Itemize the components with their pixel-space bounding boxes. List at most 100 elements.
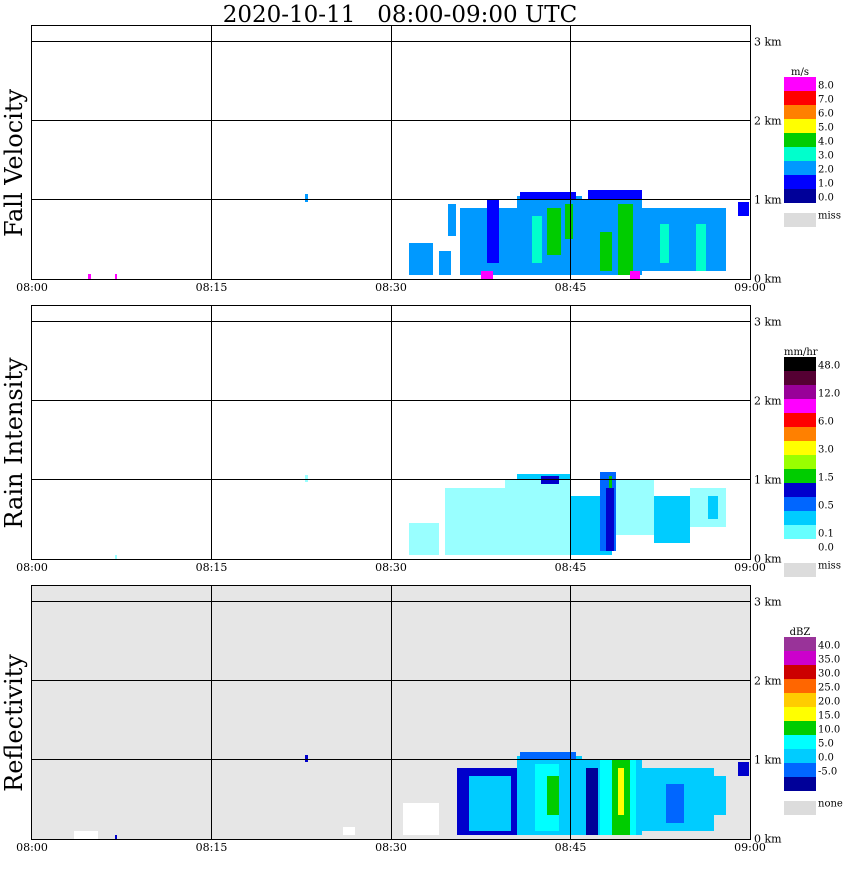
legend-label: 5.0	[818, 122, 834, 134]
x-tick-label: 08:45	[554, 281, 587, 294]
legend-swatch	[784, 637, 816, 651]
legend-unit: mm/hr	[784, 347, 818, 358]
y-tick-label: 0 km	[754, 272, 782, 286]
legend-label: 20.0	[818, 696, 841, 708]
data-cell	[582, 199, 643, 276]
legend-swatch	[784, 539, 816, 553]
x-tick-label: 08:30	[375, 841, 407, 854]
gridline-horizontal	[32, 41, 750, 43]
data-cell	[504, 479, 571, 556]
data-cell	[738, 201, 749, 216]
legend-label: 5.0	[818, 738, 834, 750]
data-cell	[408, 243, 433, 276]
gridline-horizontal	[32, 479, 750, 481]
y-tick-label: 2 km	[754, 674, 782, 688]
gridline-horizontal	[32, 321, 750, 323]
x-tick-label: 08:45	[554, 841, 587, 854]
x-tick-label: 08:30	[375, 281, 407, 294]
data-cell	[520, 192, 577, 200]
data-cell	[114, 274, 117, 279]
data-cell	[438, 251, 451, 276]
legend-label: 0.0	[818, 542, 834, 554]
gridline-vertical	[570, 306, 571, 559]
legend-label: 3.0	[818, 444, 834, 456]
legend-swatch	[784, 427, 816, 441]
plot-area	[31, 305, 751, 560]
legend-swatch	[784, 161, 816, 175]
gridline-horizontal	[32, 400, 750, 402]
legend-unit: dBZ	[789, 627, 811, 638]
legend-label: 0.0	[818, 752, 834, 764]
data-cell	[486, 199, 499, 264]
legend-swatch	[784, 665, 816, 679]
data-cell	[546, 775, 559, 816]
data-cell	[606, 487, 614, 552]
legend-label: 12.0	[818, 388, 841, 400]
y-tick-label: 2 km	[754, 114, 782, 128]
data-cell	[660, 223, 669, 264]
data-cell	[408, 523, 439, 556]
y-tick-label: 1 km	[754, 193, 782, 207]
plot-area	[31, 25, 751, 280]
x-tick-label: 08:15	[195, 281, 228, 294]
gridline-horizontal	[32, 759, 750, 761]
data-cell	[73, 831, 98, 839]
gridline-vertical	[570, 586, 571, 839]
chart-title: 2020-10-11 08:00-09:00 UTC	[222, 2, 578, 28]
legend-swatch	[784, 91, 816, 105]
legend-missing-swatch	[784, 801, 816, 815]
legend-missing-label: none	[818, 798, 843, 810]
data-cell	[546, 207, 561, 256]
x-tick-label: 09:00	[734, 281, 766, 294]
rain-intensity-panel: Rain Intensity mm/hr 48.0 12.0 6.0 3.0 1.5 0.…	[0, 305, 850, 595]
legend-label: 6.0	[818, 416, 834, 428]
x-tick-label: 08:00	[16, 561, 48, 574]
data-cell	[88, 274, 91, 279]
legend-swatch	[784, 441, 816, 455]
legend-label: 3.0	[818, 150, 834, 162]
legend-label: -5.0	[818, 766, 838, 778]
data-cell	[642, 207, 727, 272]
legend-label: 15.0	[818, 710, 841, 722]
legend-swatch	[784, 119, 816, 133]
legend-swatch	[784, 693, 816, 707]
gridline-horizontal	[32, 680, 750, 682]
data-cell	[480, 271, 493, 279]
data-cell	[654, 495, 691, 544]
legend-swatch	[784, 483, 816, 497]
legend-swatch	[784, 189, 816, 203]
data-cell	[690, 487, 727, 528]
legend-label: 10.0	[818, 724, 841, 736]
data-cell	[600, 231, 613, 272]
legend-swatch	[784, 749, 816, 763]
gridline-vertical	[211, 586, 212, 839]
gridline-horizontal	[32, 601, 750, 603]
data-cell	[630, 271, 640, 279]
x-tick-label: 08:00	[16, 841, 48, 854]
data-cell	[738, 761, 749, 776]
legend-label: 4.0	[818, 136, 834, 148]
x-tick-label: 09:00	[734, 561, 766, 574]
data-cell	[532, 215, 542, 264]
legend-swatch	[784, 147, 816, 161]
data-cell	[708, 495, 718, 520]
y-tick-label: 1 km	[754, 473, 782, 487]
legend-label: 40.0	[818, 640, 841, 652]
data-cell	[304, 475, 309, 482]
legend-swatch	[784, 413, 816, 427]
legend-swatch	[784, 455, 816, 469]
plot-area	[31, 585, 751, 840]
reflectivity-panel: Reflectivity dBZ 40.0 35.0 30.0 25.0 20.0 15.…	[0, 585, 850, 875]
legend-swatch	[784, 385, 816, 399]
data-cell	[618, 203, 633, 276]
legend-label: 0.1	[818, 528, 834, 540]
gridline-vertical	[390, 26, 392, 279]
data-cell	[520, 752, 577, 760]
y-tick-label: 0 km	[754, 832, 782, 846]
gridline-vertical	[211, 26, 212, 279]
legend-label: 48.0	[818, 360, 841, 372]
data-cell	[615, 479, 655, 536]
gridline-vertical	[570, 26, 571, 279]
legend-label: 0.5	[818, 500, 834, 512]
y-tick-label: 2 km	[754, 394, 782, 408]
